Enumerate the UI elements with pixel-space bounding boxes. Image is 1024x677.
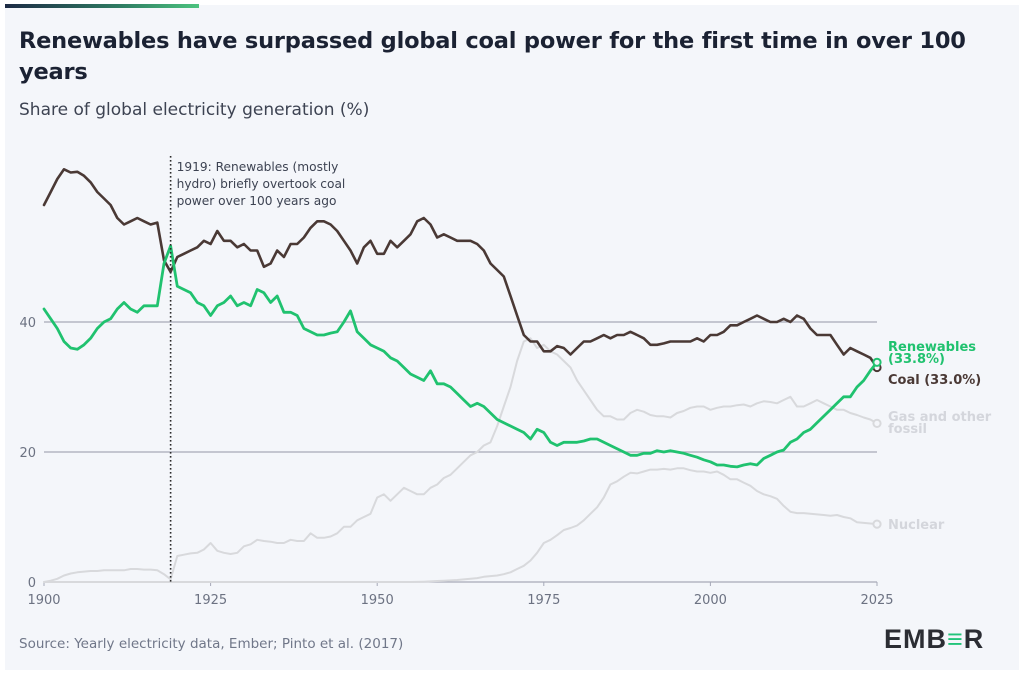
series-line-renewables xyxy=(42,244,879,469)
chart-card xyxy=(5,5,1019,670)
series-lines xyxy=(42,168,882,583)
y-tick-label-40: 40 xyxy=(19,316,36,331)
x-tick-label-1900: 1900 xyxy=(27,593,60,608)
logo-right: R xyxy=(963,624,985,654)
end-label-gas: fossil xyxy=(888,422,927,437)
annotation-text-line: 1919: Renewables (mostly xyxy=(177,160,339,174)
x-tick-label-2025: 2025 xyxy=(860,593,893,608)
ember-logo: EMB≡R xyxy=(884,624,984,655)
source-note: Source: Yearly electricity data, Ember; … xyxy=(19,636,404,652)
chart-subtitle: Share of global electricity generation (… xyxy=(19,100,370,120)
end-label-coal: Coal (33.0%) xyxy=(888,373,981,388)
end-marker-gas-and-other-fossil xyxy=(872,418,882,428)
gridlines xyxy=(44,321,877,453)
series-line-nuclear xyxy=(43,467,878,583)
x-tick-label-1950: 1950 xyxy=(361,593,394,608)
series-line-gas-and-other-fossil xyxy=(43,337,878,583)
x-tick-label-1975: 1975 xyxy=(527,593,560,608)
end-labels: Renewables(33.8%) Coal (33.0%) Gas and oth… xyxy=(888,340,992,533)
series-line-coal xyxy=(42,168,879,369)
y-tick-label-20: 20 xyxy=(19,446,36,461)
annotation-text-line: hydro) briefly overtook coal xyxy=(177,177,346,191)
annotation-1919: 1919: Renewables (mostly hydro) briefly o… xyxy=(169,156,346,582)
x-tick-label-2000: 2000 xyxy=(694,593,727,608)
end-label-gas: Gas and other xyxy=(888,410,992,425)
end-label-renewables: (33.8%) xyxy=(888,352,945,367)
axes: 0 20 40 1900 1925 1950 1975 2000 2025 xyxy=(19,316,893,608)
accent-bar xyxy=(5,4,199,8)
y-tick-label-0: 0 xyxy=(28,576,36,591)
end-label-nuclear: Nuclear xyxy=(888,518,945,533)
logo-left: EMB xyxy=(884,624,947,654)
logo-e-icon: ≡ xyxy=(947,624,964,654)
end-marker-renewables xyxy=(872,357,882,367)
end-marker-nuclear xyxy=(872,519,882,529)
end-label-renewables: Renewables xyxy=(888,340,976,355)
x-tick-label-1925: 1925 xyxy=(194,593,227,608)
chart-title: Renewables have surpassed global coal po… xyxy=(19,28,966,85)
annotation-text-line: power over 100 years ago xyxy=(177,194,337,208)
